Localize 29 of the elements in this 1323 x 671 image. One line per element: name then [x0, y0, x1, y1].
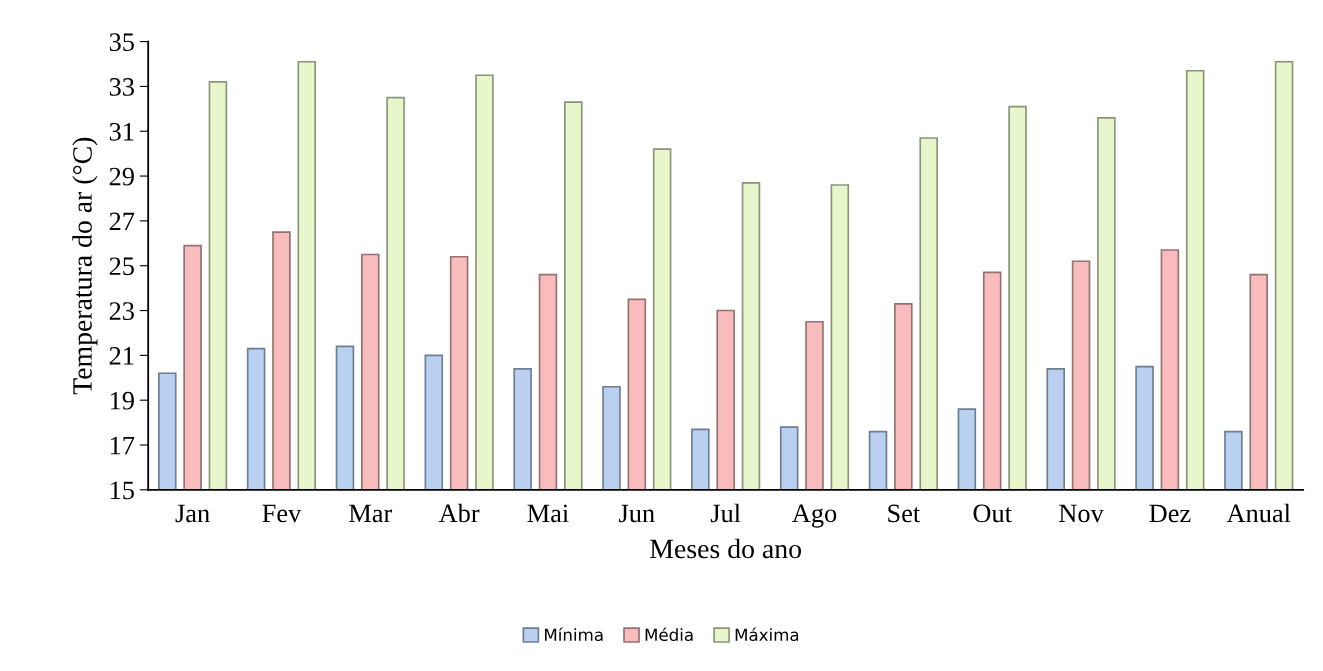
x-tick-label: Jan: [175, 504, 210, 523]
x-axis-title: Meses do ano: [650, 538, 801, 559]
y-tick-label: 21: [109, 347, 134, 365]
x-tick-label: Mar: [349, 504, 393, 523]
x-tick-label: Mai: [527, 504, 569, 523]
y-tick-label: 19: [110, 391, 134, 410]
x-tick-label: Anual: [1226, 503, 1291, 523]
y-tick-label: 29: [109, 167, 134, 186]
x-tick-label: Abr: [438, 503, 480, 523]
y-tick-label: 15: [110, 481, 134, 500]
legend-label: Máxima: [735, 627, 799, 642]
x-tick-label: Dez: [1149, 504, 1191, 523]
x-tick-label: Nov: [1059, 504, 1104, 523]
y-tick-label: 31: [109, 122, 134, 141]
legend-label: Mínima: [545, 627, 603, 642]
y-axis-title: Temperatura do ar (°C): [72, 137, 98, 395]
y-tick-label: 35: [109, 33, 134, 52]
x-tick-label: Set: [888, 504, 921, 523]
y-tick-label: 23: [109, 302, 134, 320]
x-tick-label: Jun: [619, 504, 655, 523]
y-tick-label: 25: [109, 257, 134, 276]
x-tick-label: Jul: [710, 503, 741, 523]
x-tick-label: Ago: [792, 504, 837, 528]
y-tick-label: 33: [109, 78, 134, 96]
x-tick-label: Out: [973, 504, 1012, 523]
x-tick-label: Fev: [262, 504, 302, 523]
y-tick-label: 17: [110, 436, 135, 455]
legend-label: Média: [645, 627, 693, 642]
y-tick-label: 27: [109, 212, 135, 231]
